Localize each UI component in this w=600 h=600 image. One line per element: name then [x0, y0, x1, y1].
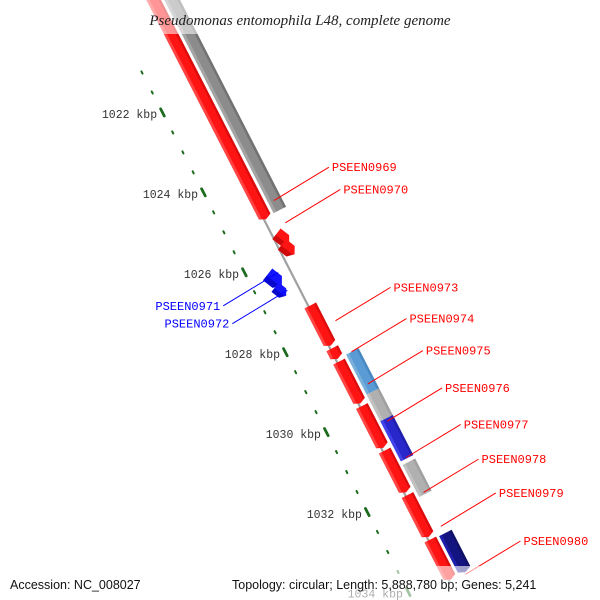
svg-text:1028 kbp: 1028 kbp [225, 349, 280, 362]
svg-text:PSEEN0976: PSEEN0976 [445, 382, 510, 396]
svg-text:PSEEN0974: PSEEN0974 [409, 313, 474, 327]
svg-text:PSEEN0969: PSEEN0969 [332, 161, 397, 175]
svg-text:1024 kbp: 1024 kbp [143, 189, 198, 202]
svg-text:PSEEN0972: PSEEN0972 [165, 318, 230, 332]
svg-text:PSEEN0971: PSEEN0971 [155, 300, 220, 314]
svg-text:PSEEN0978: PSEEN0978 [482, 453, 547, 467]
svg-text:PSEEN0975: PSEEN0975 [426, 345, 491, 359]
svg-text:1032 kbp: 1032 kbp [307, 509, 362, 522]
svg-text:1026 kbp: 1026 kbp [184, 269, 239, 282]
svg-text:PSEEN0980: PSEEN0980 [524, 535, 589, 549]
svg-text:PSEEN0973: PSEEN0973 [394, 281, 459, 295]
svg-text:PSEEN0979: PSEEN0979 [499, 487, 564, 501]
svg-text:PSEEN0970: PSEEN0970 [343, 183, 408, 197]
svg-text:PSEEN0977: PSEEN0977 [464, 418, 529, 432]
svg-text:1022 kbp: 1022 kbp [102, 109, 157, 122]
svg-text:1030 kbp: 1030 kbp [266, 429, 321, 442]
